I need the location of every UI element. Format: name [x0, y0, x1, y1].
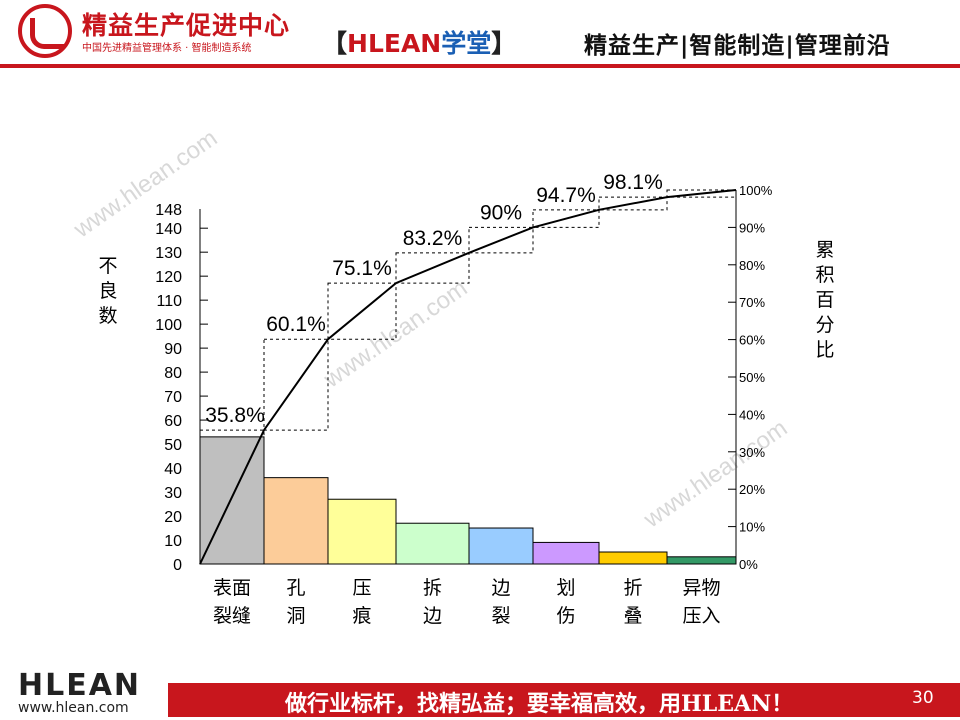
bar: [395, 522, 470, 565]
bar: [468, 527, 534, 565]
y2-tick-label: 0%: [739, 557, 758, 572]
header-divider: [0, 64, 960, 68]
watermark-0: www.hlean.com: [68, 125, 222, 244]
y2-axis-title-char: 积: [815, 264, 834, 286]
footer-slogan: 做行业标杆，找精弘益；要幸福高效，用HLEAN！: [285, 691, 794, 717]
y-tick-label: 10: [164, 533, 182, 550]
category-label: 边: [491, 577, 510, 599]
footer-logo: HLEAN: [18, 668, 142, 703]
brand-name: HLEAN: [347, 29, 442, 58]
cumulative-label: 83.2%: [403, 227, 463, 250]
cumulative-line: [199, 189, 737, 565]
category-label: 裂: [491, 605, 510, 627]
bar: [327, 498, 397, 565]
cumulative-label: 75.1%: [332, 257, 392, 280]
y-tick-label: 60: [164, 413, 182, 430]
y2-tick-label: 30%: [739, 445, 765, 460]
category-label: 叠: [623, 605, 642, 627]
y-tick-label: 0: [173, 557, 182, 574]
watermark-2: www.hlean.com: [638, 415, 792, 534]
y-tick-label: 20: [164, 509, 182, 526]
category-label: 压入: [682, 606, 720, 627]
y2-tick-label: 10%: [739, 520, 765, 535]
bar: [666, 556, 737, 565]
cumulative-box: [598, 196, 668, 211]
y-tick-label: 100: [155, 317, 182, 334]
slide-header: 精益生产促进中心 中国先进精益管理体系 · 智能制造系统 【HLEAN学堂】 精…: [0, 0, 960, 68]
y2-tick-label: 20%: [739, 482, 765, 497]
y2-axis-title-char: 分: [815, 314, 834, 336]
y2-tick-label: 40%: [739, 407, 765, 422]
y-tick-label: 90: [164, 341, 182, 358]
category-label: 异物: [682, 577, 720, 599]
y2-axis-title-char: 百: [815, 290, 834, 311]
category-label: 压: [352, 578, 371, 599]
y-tick-label: 30: [164, 485, 182, 502]
watermark-1: www.hlean.com: [318, 275, 472, 394]
category-label: 洞: [286, 605, 305, 627]
category-label: 折: [623, 577, 642, 599]
y2-axis-title-char: 比: [815, 339, 834, 361]
cumulative-box: [532, 209, 600, 228]
bar: [532, 541, 600, 565]
cumulative-box: [666, 189, 737, 198]
cumulative-label: 98.1%: [603, 171, 663, 194]
y-tick-label: 70: [164, 389, 182, 406]
y2-tick-label: 90%: [739, 220, 765, 235]
cumulative-box: [468, 226, 534, 254]
y-axis-title-char: 良: [98, 280, 117, 302]
cumulative-box: [199, 429, 265, 565]
header-tagline: 精益生产|智能制造|管理前沿: [584, 33, 891, 59]
y-tick-label: 40: [164, 461, 182, 478]
center-logo-icon: [18, 4, 72, 58]
brand-suffix: 学堂: [441, 29, 492, 58]
y2-tick-label: 70%: [739, 295, 765, 310]
bar: [263, 477, 329, 565]
y-tick-label: 130: [155, 245, 182, 262]
cumulative-label: 60.1%: [266, 313, 326, 336]
cumulative-box: [263, 338, 329, 431]
category-label: 划: [556, 577, 575, 599]
cumulative-box: [327, 282, 397, 340]
cumulative-label: 35.8%: [205, 404, 265, 427]
category-label: 伤: [556, 605, 575, 627]
y2-tick-label: 100%: [739, 183, 773, 198]
category-label: 表面: [213, 577, 251, 599]
category-label: 孔: [286, 577, 305, 599]
cumulative-box: [395, 252, 470, 284]
org-name: 精益生产促进中心: [82, 11, 291, 40]
category-label: 痕: [352, 605, 371, 627]
page-number: 30: [912, 688, 934, 708]
y-tick-label: 120: [155, 269, 182, 286]
footer-bar: [168, 683, 960, 717]
y-tick-label: 80: [164, 365, 182, 382]
y2-tick-label: 50%: [739, 370, 765, 385]
y2-tick-label: 80%: [739, 258, 765, 273]
y2-axis-title-char: 累: [815, 240, 834, 261]
org-subtitle: 中国先进精益管理体系 · 智能制造系统: [82, 43, 252, 54]
bracket-close: 】: [491, 29, 517, 58]
y-tick-label: 110: [156, 293, 182, 310]
footer-url[interactable]: www.hlean.com: [18, 700, 129, 716]
y-tick-label: 140: [155, 221, 182, 238]
y-axis-title-char: 不: [98, 256, 117, 277]
cumulative-label: 94.7%: [536, 184, 596, 207]
category-label: 裂缝: [213, 605, 251, 627]
brand-title: 【HLEAN学堂】: [322, 24, 516, 60]
y-axis-title-char: 数: [98, 305, 117, 327]
y-tick-label: 148: [155, 202, 182, 219]
bracket-open: 【: [322, 29, 348, 58]
cumulative-label: 90%: [480, 201, 522, 224]
category-label: 拆: [423, 577, 442, 599]
y2-tick-label: 60%: [739, 333, 765, 348]
bar: [598, 551, 668, 565]
y-tick-label: 50: [164, 437, 182, 454]
category-label: 边: [423, 605, 442, 627]
